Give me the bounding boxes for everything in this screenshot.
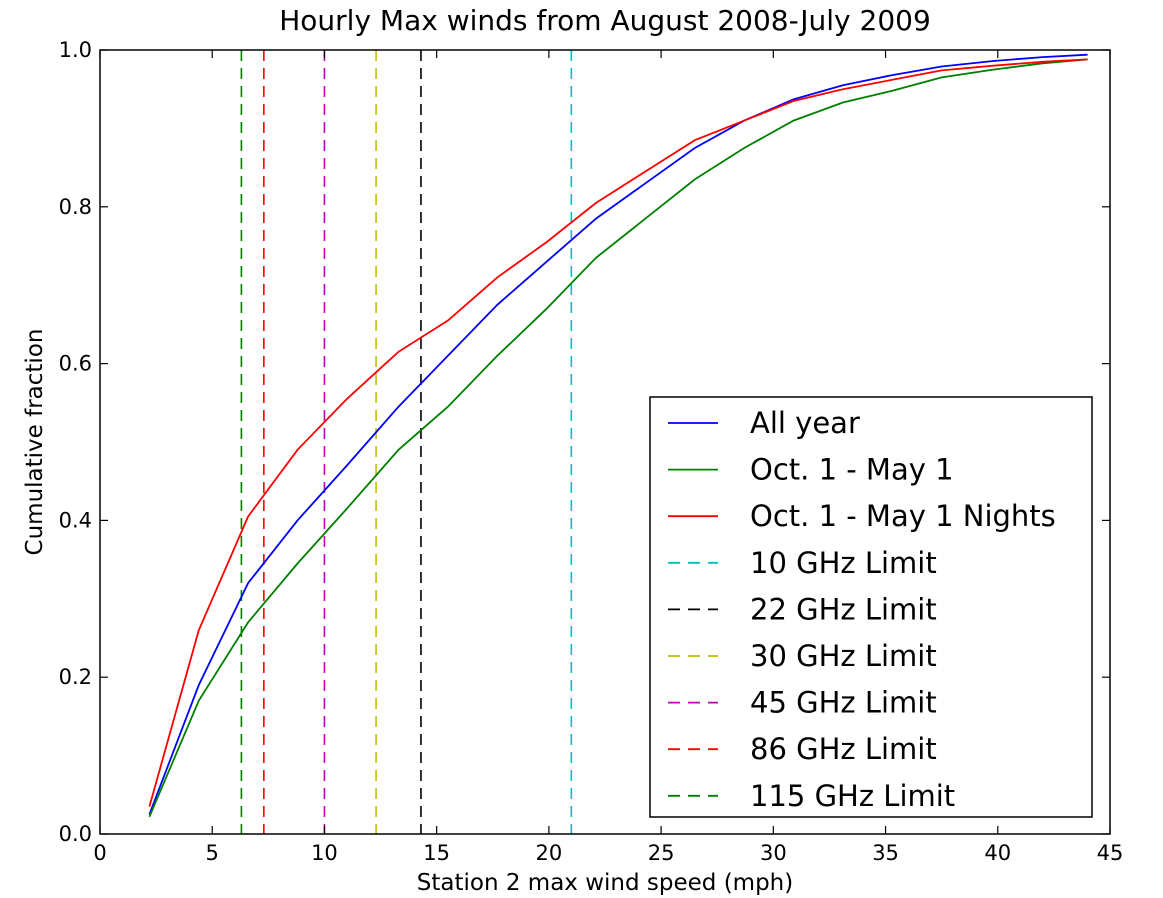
x-tick-label: 40 xyxy=(984,841,1011,865)
x-tick-label: 25 xyxy=(648,841,675,865)
plot-frame xyxy=(99,49,1111,835)
y-tick-label: 0.2 xyxy=(59,665,92,689)
legend-label-0: All year xyxy=(750,406,860,440)
y-tick-label: 0.8 xyxy=(59,195,92,219)
y-tick-label: 0.0 xyxy=(59,822,92,846)
legend-label-2: Oct. 1 - May 1 Nights xyxy=(750,499,1056,533)
series-line-2 xyxy=(148,58,1088,807)
y-tick-label: 0.6 xyxy=(59,352,92,376)
y-tick-label: 0.4 xyxy=(59,508,92,532)
x-tick-label: 20 xyxy=(536,841,563,865)
legend-label-4: 22 GHz Limit xyxy=(750,592,937,626)
x-tick-label: 15 xyxy=(423,841,450,865)
legend-label-8: 115 GHz Limit xyxy=(750,779,955,813)
x-axis-label: Station 2 max wind speed (mph) xyxy=(417,870,793,896)
legend-label-7: 86 GHz Limit xyxy=(750,732,937,766)
x-tick-label: 0 xyxy=(93,841,106,865)
y-tick-label: 1.0 xyxy=(59,38,92,62)
x-tick-label: 5 xyxy=(206,841,219,865)
series-lines xyxy=(148,53,1088,818)
legend-label-1: Oct. 1 - May 1 xyxy=(750,453,954,487)
legend-label-6: 45 GHz Limit xyxy=(750,686,937,720)
series-line-0 xyxy=(148,53,1088,815)
x-tick-label: 35 xyxy=(872,841,899,865)
legend-box xyxy=(649,396,1093,818)
limit-lines xyxy=(240,50,573,834)
x-tick-label: 10 xyxy=(311,841,338,865)
x-tick-label: 30 xyxy=(760,841,787,865)
legend-label-5: 30 GHz Limit xyxy=(750,639,937,673)
legend-items: All year Oct. 1 - May 1 Oct. 1 - May 1 Nig… xyxy=(668,406,1056,813)
y-axis-label: Cumulative fraction xyxy=(22,329,48,556)
tick-labels: 0 5 10 15 20 25 30 35 40 45 0.0 0.2 0.4 0.6 0.8 1.0 xyxy=(59,38,1124,865)
chart-title: Hourly Max winds from August 2008-July 2… xyxy=(279,4,931,37)
legend: All year Oct. 1 - May 1 Oct. 1 - May 1 Nig… xyxy=(649,396,1093,818)
series-line-1 xyxy=(148,58,1088,818)
legend-label-3: 10 GHz Limit xyxy=(750,546,937,580)
x-tick-label: 45 xyxy=(1097,841,1124,865)
